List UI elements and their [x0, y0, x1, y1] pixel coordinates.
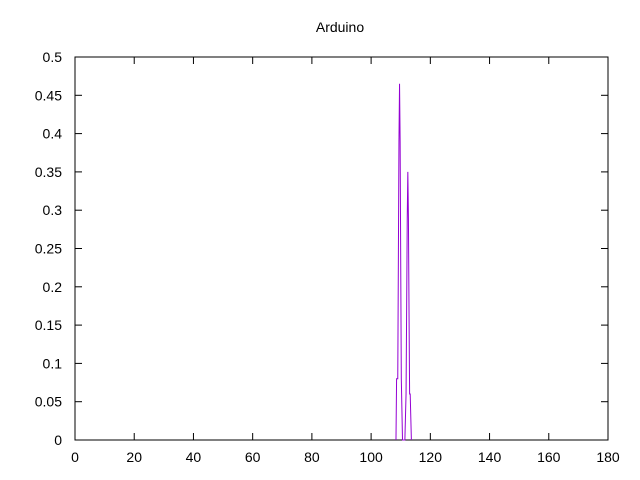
- x-tick-label: 0: [71, 449, 79, 465]
- series-line: [395, 83, 412, 441]
- y-tick-label: 0.1: [43, 355, 63, 371]
- chart-title: Arduino: [316, 19, 364, 35]
- x-tick-label: 80: [304, 449, 320, 465]
- y-tick-label: 0.5: [43, 49, 63, 65]
- y-tick-label: 0.15: [35, 317, 62, 333]
- x-tick-label: 140: [478, 449, 502, 465]
- y-tick-label: 0.2: [43, 279, 63, 295]
- axis-ticks: [74, 56, 609, 441]
- x-tick-label: 120: [419, 449, 443, 465]
- y-tick-label: 0.4: [43, 126, 63, 142]
- x-tick-labels: 0 20 40 60 80 100 120 140 160 180: [71, 449, 620, 465]
- x-tick-label: 180: [596, 449, 620, 465]
- plot-frame: [74, 56, 609, 441]
- x-tick-label: 60: [245, 449, 261, 465]
- y-tick-label: 0.45: [35, 87, 62, 103]
- y-tick-label: 0: [54, 432, 62, 448]
- y-tick-label: 0.05: [35, 394, 62, 410]
- y-tick-label: 0.35: [35, 164, 62, 180]
- y-tick-labels: 0 0.05 0.1 0.15 0.2 0.25 0.3 0.35 0.4 0.45 0.5: [35, 49, 62, 448]
- series-group: [395, 83, 412, 441]
- x-tick-label: 20: [126, 449, 142, 465]
- x-tick-label: 100: [359, 449, 383, 465]
- x-tick-label: 160: [537, 449, 561, 465]
- y-tick-label: 0.25: [35, 241, 62, 257]
- y-tick-label: 0.3: [43, 202, 63, 218]
- x-tick-label: 40: [186, 449, 202, 465]
